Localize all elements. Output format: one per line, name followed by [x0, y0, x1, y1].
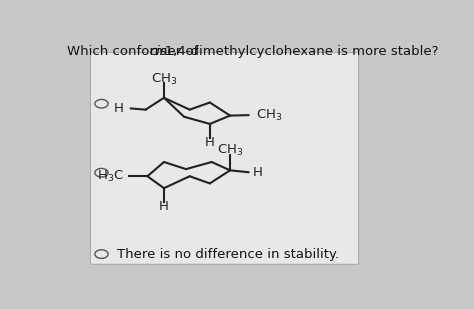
Text: -1,4-dimethylcyclohexane is more stable?: -1,4-dimethylcyclohexane is more stable?: [160, 45, 439, 58]
Text: H: H: [205, 136, 215, 149]
Text: CH$_3$: CH$_3$: [151, 72, 177, 87]
Text: H$_3$C: H$_3$C: [97, 169, 124, 184]
Text: H: H: [253, 166, 263, 179]
Text: H: H: [114, 102, 124, 115]
Text: cis: cis: [149, 45, 167, 58]
Text: H: H: [159, 200, 169, 213]
FancyBboxPatch shape: [91, 53, 359, 264]
Text: CH$_3$: CH$_3$: [217, 143, 243, 158]
Text: CH$_3$: CH$_3$: [256, 108, 282, 123]
Text: Which conformer of: Which conformer of: [66, 45, 202, 58]
Text: There is no difference in stability.: There is no difference in stability.: [117, 248, 339, 260]
